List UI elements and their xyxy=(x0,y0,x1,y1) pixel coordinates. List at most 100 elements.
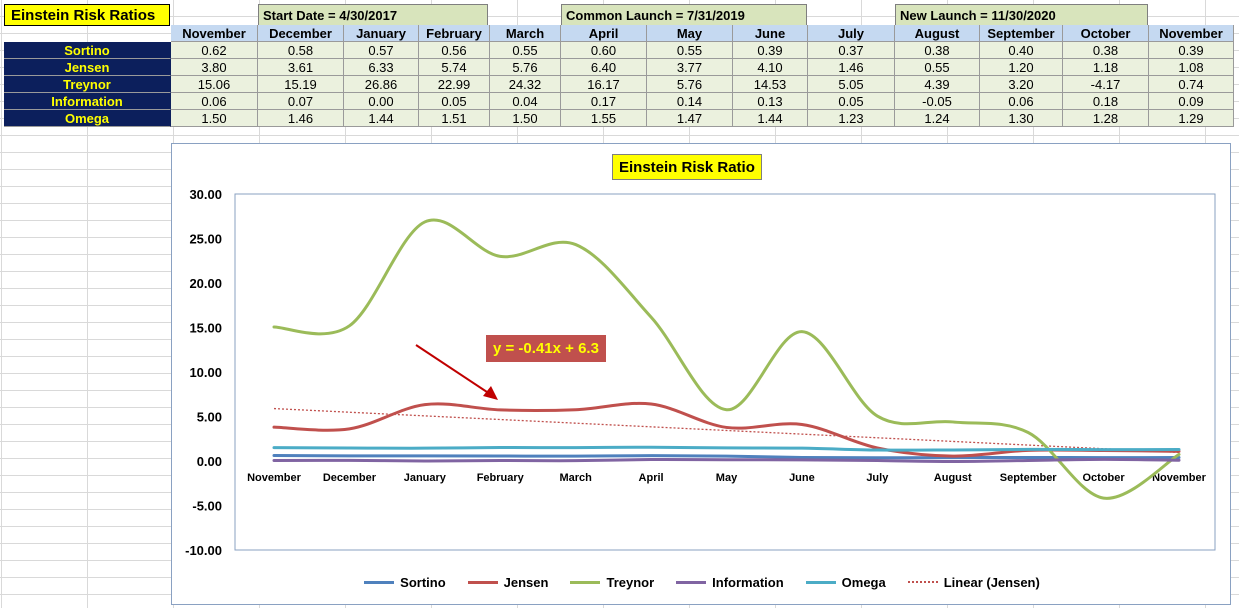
table-cell-value[interactable]: 3.61 xyxy=(258,59,344,76)
table-cell-value[interactable]: 6.40 xyxy=(561,59,647,76)
table-cell-value[interactable]: -0.05 xyxy=(895,93,980,110)
table-cell-value[interactable]: 0.74 xyxy=(1149,76,1234,93)
series-line-omega xyxy=(272,445,1181,452)
table-cell-value[interactable]: 1.51 xyxy=(419,110,490,127)
column-header-month[interactable]: January xyxy=(344,25,419,42)
column-header-month[interactable]: November xyxy=(1149,25,1234,42)
table-cell-value[interactable]: 1.50 xyxy=(490,110,561,127)
table-cell-value[interactable]: 0.55 xyxy=(895,59,980,76)
table-cell-value[interactable]: 0.55 xyxy=(647,42,733,59)
table-cell-value[interactable]: 0.05 xyxy=(419,93,490,110)
date-band-label[interactable]: Common Launch = 7/31/2019 xyxy=(561,4,807,26)
table-cell-value[interactable]: 0.17 xyxy=(561,93,647,110)
table-cell-value[interactable]: 0.62 xyxy=(171,42,258,59)
table-cell-value[interactable]: 0.18 xyxy=(1063,93,1149,110)
table-cell-value[interactable]: 0.06 xyxy=(171,93,258,110)
sheet-title[interactable]: Einstein Risk Ratios xyxy=(4,4,170,26)
table-cell-value[interactable]: 0.38 xyxy=(1063,42,1149,59)
table-cell-value[interactable]: 1.46 xyxy=(808,59,895,76)
column-header-month[interactable]: September xyxy=(980,25,1063,42)
table-cell-value[interactable]: 1.44 xyxy=(733,110,808,127)
table-cell-value[interactable]: 0.14 xyxy=(647,93,733,110)
column-header-month[interactable]: July xyxy=(808,25,895,42)
table-cell-value[interactable]: 0.00 xyxy=(344,93,419,110)
column-header-month[interactable]: April xyxy=(561,25,647,42)
column-header-month[interactable]: March xyxy=(490,25,561,42)
date-band-label[interactable]: Start Date = 4/30/2017 xyxy=(258,4,488,26)
chart-area[interactable]: 30.00 25.00 20.00 15.00 10.00 5.00 0.00 -5.00 -1… xyxy=(171,143,1231,605)
table-cell-value[interactable]: 1.44 xyxy=(344,110,419,127)
table-cell-value[interactable]: 0.39 xyxy=(733,42,808,59)
table-cell-value[interactable]: 0.13 xyxy=(733,93,808,110)
table-cell-value[interactable]: 1.23 xyxy=(808,110,895,127)
table-cell-value[interactable]: 1.29 xyxy=(1149,110,1234,127)
row-header-metric[interactable]: Treynor xyxy=(4,76,171,93)
table-cell-value[interactable]: 5.76 xyxy=(647,76,733,93)
table-cell-value[interactable]: 3.80 xyxy=(171,59,258,76)
legend-item[interactable]: Jensen xyxy=(467,575,548,590)
table-cell-value[interactable]: 1.47 xyxy=(647,110,733,127)
table-cell-value[interactable]: 0.37 xyxy=(808,42,895,59)
date-band-label[interactable]: New Launch = 11/30/2020 xyxy=(895,4,1148,26)
x-tick-label: March xyxy=(559,472,592,484)
table-cell-value[interactable]: 0.56 xyxy=(419,42,490,59)
table-cell-value[interactable]: 1.30 xyxy=(980,110,1063,127)
table-cell-value[interactable]: 0.39 xyxy=(1149,42,1234,59)
table-cell-value[interactable]: 1.18 xyxy=(1063,59,1149,76)
table-cell-value[interactable]: 22.99 xyxy=(419,76,490,93)
table-cell-value[interactable]: 0.38 xyxy=(895,42,980,59)
series-line-treynor xyxy=(272,218,1181,500)
table-cell-value[interactable]: 5.05 xyxy=(808,76,895,93)
x-tick-label: April xyxy=(639,472,664,484)
column-header-month[interactable]: October xyxy=(1063,25,1149,42)
column-header-month[interactable]: December xyxy=(258,25,344,42)
table-cell-value[interactable]: 0.57 xyxy=(344,42,419,59)
table-cell-value[interactable]: 0.55 xyxy=(490,42,561,59)
table-cell-value[interactable]: 0.58 xyxy=(258,42,344,59)
table-cell-value[interactable]: 1.50 xyxy=(171,110,258,127)
column-header-month[interactable]: June xyxy=(733,25,808,42)
table-cell-value[interactable]: 14.53 xyxy=(733,76,808,93)
table-cell-value[interactable]: 0.40 xyxy=(980,42,1063,59)
table-cell-value[interactable]: 24.32 xyxy=(490,76,561,93)
column-header-month[interactable]: November xyxy=(171,25,258,42)
table-cell-value[interactable]: 1.28 xyxy=(1063,110,1149,127)
table-cell-value[interactable]: 0.04 xyxy=(490,93,561,110)
table-cell-value[interactable]: -4.17 xyxy=(1063,76,1149,93)
legend-item[interactable]: Information xyxy=(676,575,784,590)
table-cell-value[interactable]: 1.08 xyxy=(1149,59,1234,76)
table-cell-value[interactable]: 15.06 xyxy=(171,76,258,93)
table-cell-value[interactable]: 0.06 xyxy=(980,93,1063,110)
table-cell-value[interactable]: 3.77 xyxy=(647,59,733,76)
table-cell-value[interactable]: 1.46 xyxy=(258,110,344,127)
legend-item[interactable]: Omega xyxy=(805,575,886,590)
table-cell-value[interactable]: 16.17 xyxy=(561,76,647,93)
row-header-metric[interactable]: Omega xyxy=(4,110,171,127)
x-tick-label: August xyxy=(934,472,972,484)
table-cell-value[interactable]: 1.20 xyxy=(980,59,1063,76)
table-cell-value[interactable]: 4.39 xyxy=(895,76,980,93)
column-header-month[interactable]: February xyxy=(419,25,490,42)
table-cell-value[interactable]: 3.20 xyxy=(980,76,1063,93)
table-cell-value[interactable]: 0.05 xyxy=(808,93,895,110)
table-cell-value[interactable]: 15.19 xyxy=(258,76,344,93)
legend-item[interactable]: Treynor xyxy=(570,575,654,590)
row-header-metric[interactable]: Information xyxy=(4,93,171,110)
table-cell-value[interactable]: 0.07 xyxy=(258,93,344,110)
legend-label: Treynor xyxy=(606,574,655,590)
row-header-metric[interactable]: Sortino xyxy=(4,42,171,59)
table-cell-value[interactable]: 26.86 xyxy=(344,76,419,93)
legend-item[interactable]: Linear (Jensen) xyxy=(907,575,1040,590)
table-cell-value[interactable]: 4.10 xyxy=(733,59,808,76)
legend-item[interactable]: Sortino xyxy=(364,575,446,590)
table-cell-value[interactable]: 0.09 xyxy=(1149,93,1234,110)
table-cell-value[interactable]: 0.60 xyxy=(561,42,647,59)
table-cell-value[interactable]: 1.24 xyxy=(895,110,980,127)
column-header-month[interactable]: May xyxy=(647,25,733,42)
table-cell-value[interactable]: 5.76 xyxy=(490,59,561,76)
column-header-month[interactable]: August xyxy=(895,25,980,42)
row-header-metric[interactable]: Jensen xyxy=(4,59,171,76)
table-cell-value[interactable]: 6.33 xyxy=(344,59,419,76)
table-cell-value[interactable]: 5.74 xyxy=(419,59,490,76)
table-cell-value[interactable]: 1.55 xyxy=(561,110,647,127)
